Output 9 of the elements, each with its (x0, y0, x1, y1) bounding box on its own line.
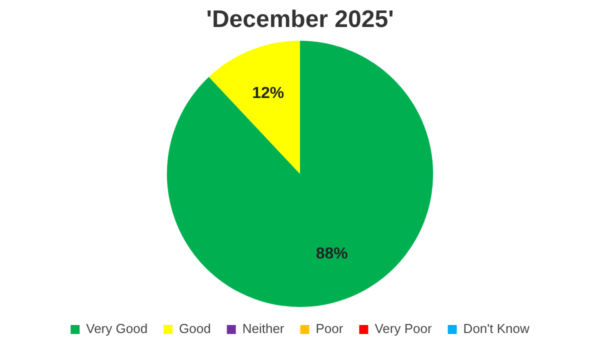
chart-title: 'December 2025' (206, 6, 394, 34)
legend-label: Very Good (86, 321, 148, 336)
legend-label: Neither (242, 321, 285, 336)
data-label: 12% (252, 84, 284, 102)
data-label: 88% (316, 246, 348, 263)
legend-label: Very Poor (374, 321, 432, 336)
legend-label: Poor (316, 321, 344, 336)
legend-label: Good (179, 321, 211, 336)
legend-label: Don't Know (463, 321, 530, 336)
